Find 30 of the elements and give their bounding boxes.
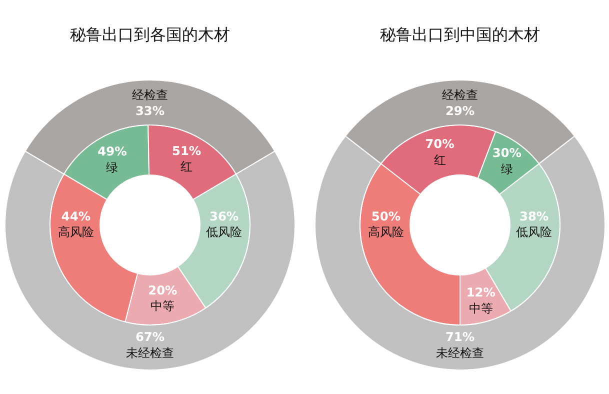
text: 70% (425, 137, 454, 152)
text: 50% (371, 209, 401, 224)
slice-label: 绿 (106, 160, 118, 174)
slice-label: 低风险 (516, 225, 552, 240)
slice-label: 高风险 (368, 225, 404, 240)
text: 12% (466, 286, 496, 300)
data-label: 29% (445, 104, 475, 118)
text: 44% (61, 209, 91, 224)
text: 经检查 (442, 88, 478, 102)
slice-label: 低风险 (206, 225, 242, 240)
chart-title: 秘鲁出口到各国的木材 (70, 25, 230, 44)
slice-label: 红 (434, 152, 446, 167)
text: 未经检查 (126, 346, 174, 360)
text: 49% (98, 144, 127, 159)
text: 36% (209, 209, 239, 224)
data-label: 33% (135, 104, 165, 118)
text: 经检查 (132, 88, 168, 102)
text: 38% (519, 209, 549, 224)
chart-title: 秘鲁出口到中国的木材 (380, 25, 540, 44)
text: 未经检查 (436, 346, 484, 360)
data-label: 67% (135, 330, 165, 344)
slice-label: 高风险 (58, 225, 94, 240)
slice-label: 红 (180, 160, 193, 174)
slice-label: 绿 (500, 162, 513, 176)
text: 30% (492, 146, 522, 160)
slice-label: 中等 (150, 299, 175, 314)
slice-label: 中等 (468, 302, 493, 316)
text: 20% (148, 283, 178, 298)
data-label: 71% (445, 330, 475, 344)
text: 51% (172, 144, 202, 158)
